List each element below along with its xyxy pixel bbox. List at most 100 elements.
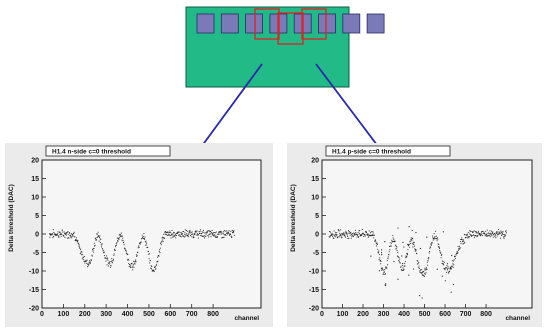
data-point [174,234,176,236]
data-point [195,231,197,234]
data-point [415,250,417,252]
data-point [84,262,86,264]
data-point [78,244,80,246]
data-point [169,234,171,237]
data-point [159,249,161,251]
data-point [346,233,348,235]
data-point [393,260,395,263]
data-point [100,246,103,248]
n-side-threshold-panel: H1.4 n-side c=0 threshold Delta threshol… [5,143,273,327]
data-point [170,233,172,235]
data-point [426,236,428,238]
data-point [408,226,410,228]
data-point [233,230,235,232]
data-point [471,235,473,237]
data-point [371,234,374,237]
data-point [160,243,162,245]
data-point [411,229,413,232]
data-point [503,234,505,236]
data-point [62,231,64,233]
data-point [100,239,102,241]
data-point [418,267,420,269]
data-point [355,232,357,234]
data-point [66,234,68,236]
data-point [132,265,134,267]
data-point [172,234,174,236]
data-point [109,260,111,263]
data-point [63,231,65,233]
data-point [339,234,341,237]
data-point [427,264,429,266]
data-point [76,240,79,242]
data-point [341,232,343,234]
data-point [331,236,334,238]
data-point [138,246,140,249]
data-point [219,233,221,235]
data-point [201,231,203,233]
data-point [209,233,211,235]
data-point [81,251,83,253]
data-point [493,234,495,236]
data-point [213,232,215,234]
data-point [447,266,449,268]
data-point [86,266,89,268]
data-point [52,229,54,231]
data-point [384,284,387,286]
data-point [127,258,129,260]
data-point [130,267,132,269]
data-point [408,274,410,276]
data-point [431,243,433,245]
data-point [345,236,347,238]
data-point [207,230,209,232]
data-point [111,258,113,260]
data-point [361,234,363,236]
data-point [375,242,377,244]
data-point [496,235,498,237]
data-point [472,231,474,233]
data-point [79,253,81,255]
data-point [73,232,75,234]
data-point [52,233,54,235]
data-point [413,243,415,245]
chip [318,13,336,34]
data-point [226,233,228,235]
data-point [375,245,377,247]
data-point [499,232,501,235]
data-point [194,233,196,235]
data-point [357,231,359,234]
data-point [350,234,353,236]
data-point [347,230,350,232]
data-point [104,255,106,257]
data-point [109,266,111,268]
data-point [471,234,473,237]
data-point [171,236,173,238]
data-point [71,237,73,239]
data-point [452,263,454,265]
data-point [432,237,434,239]
data-point [473,234,475,236]
data-point [63,235,65,237]
data-point [428,252,430,254]
data-point [380,260,382,262]
data-point [205,233,207,235]
data-point [473,237,476,239]
data-point [417,260,419,262]
data-point [462,240,464,242]
data-point [464,241,466,243]
x-tick-label: 300 [100,311,112,318]
data-point [349,234,351,236]
x-axis-label: channel [234,315,259,322]
data-point [354,234,356,236]
data-point [449,270,451,272]
data-point [481,233,483,235]
data-point [338,230,340,232]
data-point [489,230,491,232]
data-point [477,230,480,232]
data-point [132,264,134,266]
data-point [166,232,168,234]
data-point [379,259,381,261]
data-point [417,267,419,269]
data-point [61,233,63,235]
data-point [397,227,399,229]
chip [220,13,239,34]
